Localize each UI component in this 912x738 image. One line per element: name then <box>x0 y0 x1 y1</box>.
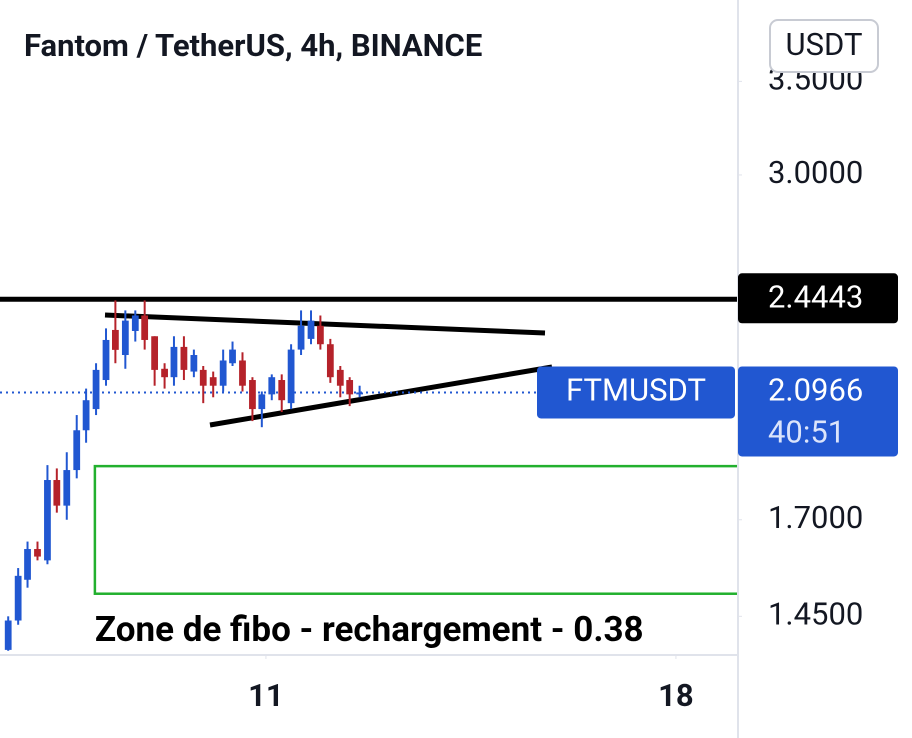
candle-body <box>53 480 61 506</box>
candle-body <box>229 349 236 364</box>
y-tick-label: 1.4500 <box>768 596 863 633</box>
candle-body <box>249 380 256 410</box>
x-tick-label: 18 <box>658 677 694 714</box>
candle-body <box>190 355 198 372</box>
candle-body <box>268 377 276 395</box>
candle-body <box>219 360 227 386</box>
candle-body <box>317 325 324 345</box>
candle-body <box>356 392 364 395</box>
last-price-box <box>738 366 898 457</box>
level-price-box <box>738 273 898 324</box>
candle-body <box>63 470 71 506</box>
currency-label[interactable]: USDT <box>786 26 863 63</box>
candle-body <box>209 377 217 386</box>
candle-body <box>44 480 51 561</box>
candle-body <box>326 344 334 378</box>
candle-body <box>34 549 41 557</box>
candle-body <box>131 315 139 331</box>
candle-body <box>161 368 168 378</box>
candle-body <box>258 394 266 410</box>
candle-body <box>73 430 81 471</box>
zone-label: Zone de fibo - rechargement - 0.38 <box>95 609 644 650</box>
chart-title: Fantom / TetherUS, 4h, BINANCE <box>24 27 482 64</box>
candle-body <box>180 346 188 370</box>
fibo-zone <box>93 464 738 595</box>
candle-body <box>278 380 286 401</box>
candle-body <box>92 369 100 410</box>
candle-body <box>141 315 149 340</box>
candle-body <box>4 620 12 650</box>
trend-line <box>104 312 546 336</box>
x-tick-label: 11 <box>248 677 284 714</box>
candle-body <box>346 380 354 395</box>
countdown-label: 40:51 <box>768 414 845 451</box>
candle-body <box>151 336 159 370</box>
last-price-label: 2.0966 <box>768 372 863 409</box>
symbol-label: FTMUSDT <box>566 372 706 409</box>
trend-line <box>209 364 553 428</box>
candle-body <box>287 349 295 404</box>
candle-body <box>297 325 305 350</box>
candle-body <box>239 360 246 386</box>
candle-body <box>82 400 90 431</box>
candle-body <box>102 339 110 381</box>
plot-area: Zone de fibo - rechargement - 0.38 <box>0 296 738 651</box>
candle-body <box>307 320 315 339</box>
candle-body <box>199 369 207 386</box>
level-price-label: 2.4443 <box>768 278 863 315</box>
candle-body <box>170 346 178 378</box>
currency-button[interactable] <box>769 19 879 73</box>
symbol-box <box>537 366 735 419</box>
y-tick-label: 3.0000 <box>768 154 863 191</box>
y-tick-label: 1.7000 <box>768 499 863 536</box>
candle-body <box>121 320 129 356</box>
candle-body <box>112 329 119 350</box>
candle-body <box>24 549 31 580</box>
candle-body <box>336 369 344 386</box>
candle-body <box>14 575 22 621</box>
